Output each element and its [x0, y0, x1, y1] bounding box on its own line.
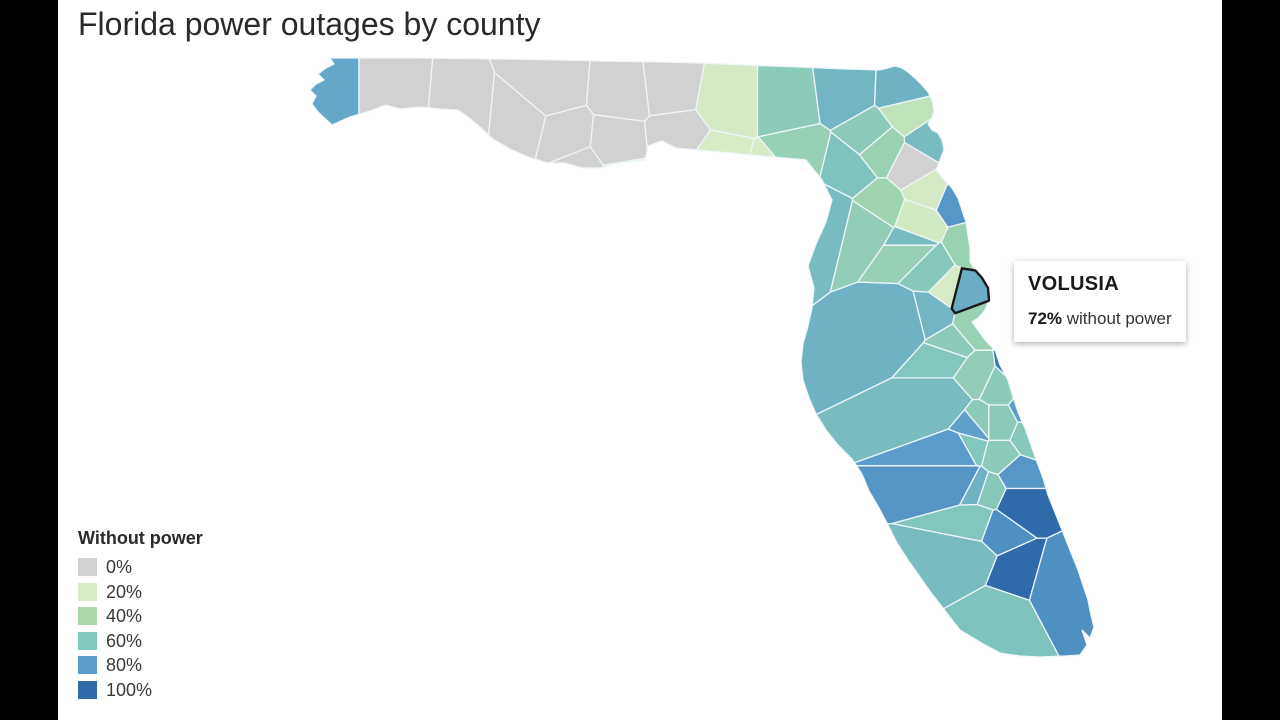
Santa Rosa: [359, 58, 433, 114]
Jackson: [587, 61, 650, 122]
Gadsden: [643, 62, 704, 116]
Calhoun: [590, 115, 647, 166]
Okaloosa: [429, 58, 495, 135]
Escambia: [310, 58, 359, 125]
